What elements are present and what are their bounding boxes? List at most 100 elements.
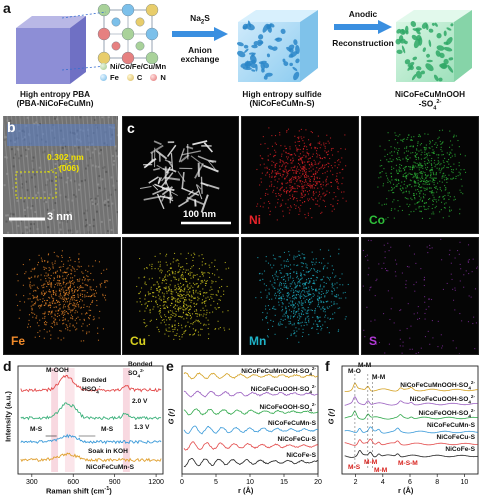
pdfe-trace-5 bbox=[183, 458, 319, 468]
eds-label-fe: Fe bbox=[11, 334, 26, 348]
raman-trace-1 bbox=[20, 402, 162, 421]
right-arrow-icon bbox=[172, 26, 228, 41]
lattice-plane: (006) bbox=[59, 163, 80, 173]
pdfe-xtick: 10 bbox=[246, 479, 254, 486]
pdff-annot-mm1: M-M bbox=[358, 362, 372, 369]
pdff-trace-label-5: NiCoFe-S bbox=[445, 446, 475, 453]
pdff-trace-5 bbox=[344, 450, 478, 458]
pdff-annot-mm2: M-M bbox=[372, 374, 386, 381]
pdff-trace-0 bbox=[344, 382, 478, 392]
pba-caption: High entropy PBA (PBA-NiCoFeCuMn) bbox=[16, 90, 94, 109]
eds-label-co: Co bbox=[369, 213, 385, 227]
panel-d-label: d bbox=[3, 358, 12, 374]
pdfe-trace-label-3: NiCoFeCuMn-S bbox=[268, 420, 316, 427]
pdff-annot-mm3: M-M bbox=[364, 459, 378, 466]
pdff-trace-label-4: NiCoFeCu-S bbox=[436, 434, 475, 441]
eds-label-s: S bbox=[369, 334, 378, 348]
panel-f-label: f bbox=[325, 358, 330, 374]
panel-a-label: a bbox=[3, 0, 11, 16]
raman-xtick: 1200 bbox=[148, 479, 164, 486]
pdfe-trace-0 bbox=[183, 372, 318, 380]
step2-label: Reconstruction bbox=[332, 37, 394, 48]
panel-c-label: c bbox=[127, 120, 135, 136]
pdf-chart-wide: 0 5 10 15 20 G (r) r (Å) NiCoFeCuMnOOH-SO42-… bbox=[162, 360, 322, 500]
step2-top: Anodic bbox=[348, 9, 378, 19]
raman-trace-3 bbox=[20, 452, 162, 463]
pdff-trace-2 bbox=[344, 410, 478, 420]
oxyhydroxide-cube bbox=[392, 6, 481, 86]
pdfe-trace-label-4: NiCoFeCu-S bbox=[277, 436, 316, 443]
pdff-xtick: 10 bbox=[461, 479, 469, 486]
raman-trace-0 bbox=[20, 375, 162, 393]
eds-map-s: S bbox=[361, 237, 479, 355]
eds-label-ni: Ni bbox=[249, 213, 261, 227]
fe-sphere-icon bbox=[100, 74, 107, 81]
right-arrow-icon bbox=[334, 19, 392, 34]
c-sphere-icon bbox=[126, 74, 134, 81]
pdff-annot-mo: M-O bbox=[348, 368, 361, 375]
raman-trace-2 bbox=[20, 433, 162, 445]
legend-fe: Fe bbox=[110, 73, 119, 82]
sulfide-cube bbox=[232, 6, 332, 86]
raman-annot-so4: Bonded SO42- bbox=[128, 361, 153, 379]
eds-map-co: Co bbox=[361, 116, 479, 234]
raman-xtick: 300 bbox=[26, 479, 38, 486]
pdfe-trace-1 bbox=[183, 390, 319, 398]
panel-b-label: b bbox=[7, 119, 16, 135]
pdfe-xtick: 0 bbox=[180, 479, 184, 486]
pdff-trace-4 bbox=[344, 438, 478, 446]
pdff-trace-label-3: NiCoFeCuMn-S bbox=[427, 422, 475, 429]
anion-exchange-step: Na2S Anion exchange bbox=[170, 13, 230, 65]
raman-trace-label-2: Soak in KOH bbox=[88, 448, 128, 455]
raman-xlabel: Raman shift (cm-1) bbox=[46, 486, 112, 496]
eds-map-ni: Ni bbox=[241, 116, 359, 234]
panel-e-label: e bbox=[166, 358, 174, 374]
sulfide-caption: High entropy sulfide (NiCoFeCuMn-S) bbox=[242, 90, 322, 109]
raman-trace-label-1: 1.3 V bbox=[134, 424, 150, 431]
pdfe-trace-label-0: NiCoFeCuMnOOH-SO42- bbox=[241, 366, 316, 377]
pdfe-xtick: 20 bbox=[314, 479, 322, 486]
raman-ylabel: Intensity (a.u.) bbox=[3, 391, 13, 442]
pdfe-trace-2 bbox=[183, 408, 319, 416]
haadf-scalebar-label: 100 nm bbox=[183, 209, 217, 220]
pdff-trace-label-1: NiCoFeCuOOH-SO42- bbox=[409, 394, 475, 405]
raman-xtick: 600 bbox=[67, 479, 79, 486]
eds-map-mn: Mn bbox=[241, 237, 359, 355]
eds-map-cu: Cu bbox=[122, 237, 239, 355]
step1-label: Anion exchange bbox=[180, 44, 220, 65]
anodic-reconstruction-step: Anodic Reconstruction bbox=[332, 9, 394, 48]
pdff-xtick: 2 bbox=[354, 479, 358, 486]
pdff-ylabel: G (r) bbox=[326, 408, 336, 425]
legend-n: N bbox=[160, 73, 166, 82]
pdff-trace-label-0: NiCoFeCuMnOOH-SO42- bbox=[400, 380, 475, 391]
pba-lattice-model bbox=[92, 3, 170, 68]
pdfe-trace-label-1: NiCoFeCuOOH-SO42- bbox=[250, 384, 316, 395]
pdff-xtick: 4 bbox=[381, 479, 385, 486]
pdff-trace-3 bbox=[344, 426, 478, 434]
pdfe-xtick: 15 bbox=[280, 479, 288, 486]
eds-label-cu: Cu bbox=[130, 334, 146, 348]
raman-annot-hso4: Bonded HSO4- bbox=[82, 377, 107, 395]
lattice-legend: Ni/Co/Fe/Cu/Mn Fe C N bbox=[100, 62, 200, 82]
oxyhydroxide-caption: NiCoFeCuMnOOH -SO42- bbox=[394, 90, 466, 112]
pdfe-trace-3 bbox=[183, 425, 318, 435]
n-sphere-icon bbox=[150, 74, 158, 81]
pdff-xlabel: r (Å) bbox=[398, 486, 414, 495]
pdf-chart-short: 2 4 6 8 10 G (r) r (Å) M-O M-M M-M M-S M-M M… bbox=[322, 360, 481, 500]
pdfe-xtick: 5 bbox=[214, 479, 218, 486]
metal-sphere-icon bbox=[100, 63, 107, 70]
pdfe-trace-label-5: NiCoFe-S bbox=[286, 452, 316, 459]
pdfe-xlabel: r (Å) bbox=[238, 486, 254, 495]
pba-cube bbox=[8, 14, 100, 86]
haadf-image: c 100 nm bbox=[122, 116, 239, 234]
pdfe-ylabel: G (r) bbox=[166, 408, 176, 425]
raman-annot-ms-right: M-S bbox=[101, 426, 114, 433]
lattice-spacing: 0.302 nm bbox=[47, 152, 84, 162]
pdff-annot-ms: M-S bbox=[348, 464, 361, 471]
step1-na: Na bbox=[190, 13, 201, 23]
raman-trace-label-0: 2.0 V bbox=[132, 398, 148, 405]
legend-metals: Ni/Co/Fe/Cu/Mn bbox=[110, 62, 167, 71]
raman-xtick: 900 bbox=[109, 479, 121, 486]
eds-label-mn: Mn bbox=[249, 334, 267, 348]
pdff-trace-1 bbox=[344, 396, 478, 406]
